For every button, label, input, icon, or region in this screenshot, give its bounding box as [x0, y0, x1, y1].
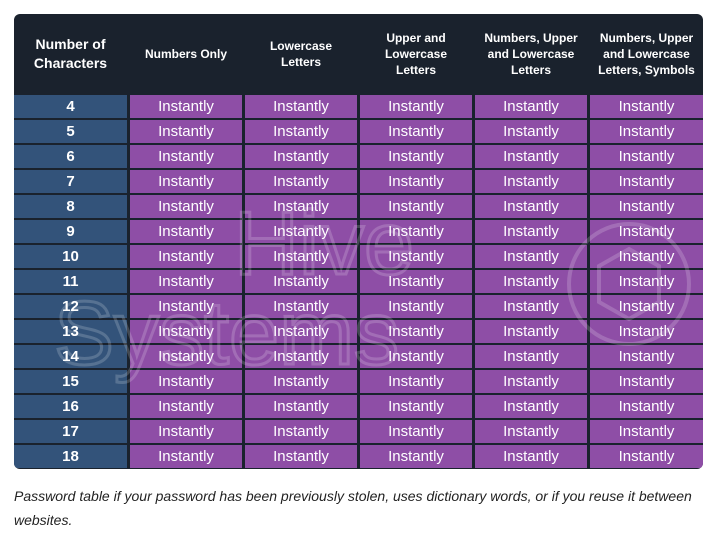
table-cell: Instantly: [475, 270, 587, 293]
table-cell: Instantly: [590, 95, 703, 118]
table-cell: Instantly: [130, 245, 242, 268]
table-cell: Instantly: [590, 295, 703, 318]
table-cell: Instantly: [130, 195, 242, 218]
table-cell: Instantly: [590, 320, 703, 343]
row-label: 8: [14, 195, 127, 218]
table-cell: Instantly: [590, 120, 703, 143]
table-cell: Instantly: [245, 170, 357, 193]
table-cell: Instantly: [475, 395, 587, 418]
table-cell: Instantly: [360, 220, 472, 243]
table-cell: Instantly: [130, 95, 242, 118]
table-cell: Instantly: [130, 145, 242, 168]
table-cell: Instantly: [590, 395, 703, 418]
table-cell: Instantly: [360, 295, 472, 318]
column-header: Numbers Only: [144, 47, 228, 61]
table-cell: Instantly: [245, 295, 357, 318]
table-cell: Instantly: [475, 345, 587, 368]
table-cell: Instantly: [360, 170, 472, 193]
table-cell: Instantly: [130, 295, 242, 318]
row-label: 4: [14, 95, 127, 118]
table-cell: Instantly: [590, 345, 703, 368]
row-label: 14: [14, 345, 127, 368]
table-cell: Instantly: [360, 120, 472, 143]
table-cell: Instantly: [130, 445, 242, 468]
table-cell: Instantly: [360, 95, 472, 118]
table-cell: Instantly: [245, 420, 357, 443]
column-header: Numbers, Upper and Lowercase Letters: [484, 31, 578, 77]
table-cell: Instantly: [130, 320, 242, 343]
table-cell: Instantly: [245, 345, 357, 368]
table-cell: Instantly: [130, 345, 242, 368]
table-cell: Instantly: [475, 120, 587, 143]
row-label: 10: [14, 245, 127, 268]
table-cell: Instantly: [475, 420, 587, 443]
table-cell: Instantly: [475, 220, 587, 243]
column-header: Upper and Lowercase Letters: [384, 31, 448, 77]
table-cell: Instantly: [475, 195, 587, 218]
table-cell: Instantly: [245, 195, 357, 218]
corner-header: Number of Characters: [33, 36, 108, 71]
table-caption: Password table if your password has been…: [14, 488, 692, 528]
table-cell: Instantly: [360, 395, 472, 418]
table-cell: Instantly: [590, 445, 703, 468]
table-cell: Instantly: [475, 295, 587, 318]
table-cell: Instantly: [245, 120, 357, 143]
table-cell: Instantly: [245, 145, 357, 168]
table-cell: Instantly: [475, 320, 587, 343]
table-cell: Instantly: [475, 95, 587, 118]
row-label: 16: [14, 395, 127, 418]
table-cell: Instantly: [475, 445, 587, 468]
table-cell: Instantly: [245, 270, 357, 293]
table-cell: Instantly: [360, 345, 472, 368]
table-cell: Instantly: [245, 220, 357, 243]
row-label: 7: [14, 170, 127, 193]
table-cell: Instantly: [360, 270, 472, 293]
table-cell: Instantly: [475, 170, 587, 193]
table-cell: Instantly: [130, 270, 242, 293]
row-label: 6: [14, 145, 127, 168]
table-cell: Instantly: [130, 395, 242, 418]
table-cell: Instantly: [130, 120, 242, 143]
table-cell: Instantly: [130, 220, 242, 243]
table-cell: Instantly: [245, 245, 357, 268]
row-label: 18: [14, 445, 127, 468]
table-cell: Instantly: [590, 420, 703, 443]
row-label: 13: [14, 320, 127, 343]
column-header: Lowercase Letters: [269, 39, 333, 69]
row-label: 5: [14, 120, 127, 143]
table-cell: Instantly: [245, 445, 357, 468]
table-cell: Instantly: [590, 245, 703, 268]
table-cell: Instantly: [360, 320, 472, 343]
table-cell: Instantly: [130, 370, 242, 393]
table-cell: Instantly: [590, 170, 703, 193]
table-cell: Instantly: [360, 420, 472, 443]
table-cell: Instantly: [475, 145, 587, 168]
password-table: Number of Characters Numbers Only Lowercas…: [14, 14, 703, 469]
table-cell: Instantly: [590, 195, 703, 218]
table-cell: Instantly: [475, 245, 587, 268]
table-cell: Instantly: [130, 170, 242, 193]
table-cell: Instantly: [590, 270, 703, 293]
row-label: 17: [14, 420, 127, 443]
table-cell: Instantly: [245, 320, 357, 343]
table-cell: Instantly: [590, 220, 703, 243]
table-cell: Instantly: [245, 370, 357, 393]
table-cell: Instantly: [130, 420, 242, 443]
table-cell: Instantly: [590, 370, 703, 393]
row-label: 11: [14, 270, 127, 293]
row-label: 9: [14, 220, 127, 243]
row-label: 15: [14, 370, 127, 393]
table-cell: Instantly: [245, 95, 357, 118]
table-cell: Instantly: [590, 145, 703, 168]
table-cell: Instantly: [360, 195, 472, 218]
table-cell: Instantly: [475, 370, 587, 393]
table-cell: Instantly: [245, 395, 357, 418]
table-cell: Instantly: [360, 145, 472, 168]
row-label: 12: [14, 295, 127, 318]
table-cell: Instantly: [360, 245, 472, 268]
table-cell: Instantly: [360, 445, 472, 468]
column-header: Numbers, Upper and Lowercase Letters, Symb…: [598, 31, 695, 77]
table-cell: Instantly: [360, 370, 472, 393]
